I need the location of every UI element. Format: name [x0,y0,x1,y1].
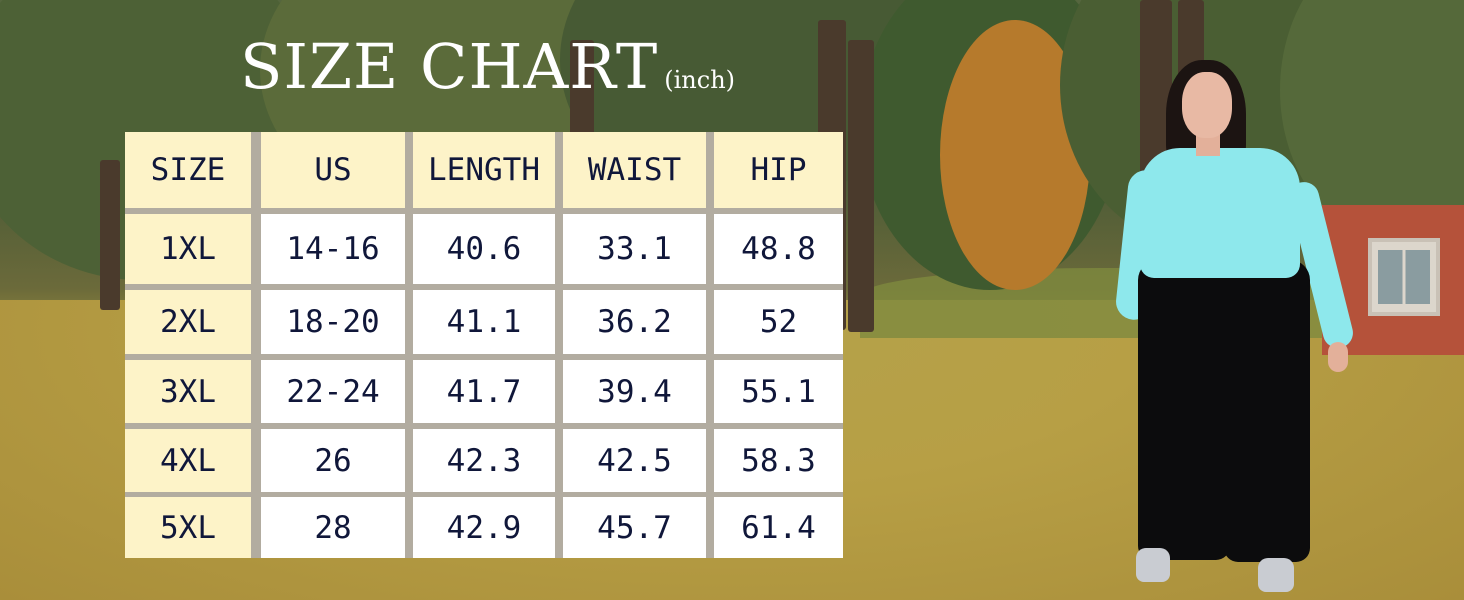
house-window [1368,238,1440,316]
header-hip: HIP [714,132,843,208]
cell-size: 1XL [125,214,251,284]
title-text: SIZE CHART [240,30,659,103]
cell-waist: 36.2 [563,290,706,354]
cell-length: 42.9 [413,497,555,558]
size-chart-title: SIZE CHART (inch) [240,30,735,103]
model-shoe [1258,558,1294,592]
cell-waist: 45.7 [563,497,706,558]
cell-us: 14-16 [261,214,405,284]
model-pants [1138,260,1230,560]
size-table: SIZE US LENGTH WAIST HIP 1XL 14-16 40.6 33.1 48.8… [125,132,843,558]
header-size: SIZE [125,132,251,208]
cell-length: 41.7 [413,360,555,423]
cell-size: 3XL [125,360,251,423]
cell-hip: 58.3 [714,429,843,492]
model-hand [1328,342,1348,372]
cell-length: 41.1 [413,290,555,354]
cell-hip: 52 [714,290,843,354]
cell-length: 42.3 [413,429,555,492]
cell-length: 40.6 [413,214,555,284]
cell-hip: 48.8 [714,214,843,284]
cell-us: 26 [261,429,405,492]
header-us: US [261,132,405,208]
cell-waist: 42.5 [563,429,706,492]
model-shoe [1136,548,1170,582]
cell-hip: 61.4 [714,497,843,558]
model-face [1182,72,1232,138]
cell-size: 2XL [125,290,251,354]
cell-us: 28 [261,497,405,558]
header-length: LENGTH [413,132,555,208]
cell-size: 4XL [125,429,251,492]
header-waist: WAIST [563,132,706,208]
tree-trunk [848,40,874,332]
model-photo [1110,60,1370,600]
title-unit: (inch) [664,66,736,94]
tree-trunk [100,160,120,310]
model-pants [1224,260,1310,562]
tree-trunk [570,40,594,140]
cell-hip: 55.1 [714,360,843,423]
model-shirt [1140,148,1300,278]
cell-waist: 33.1 [563,214,706,284]
cell-size: 5XL [125,497,251,558]
cell-us: 22-24 [261,360,405,423]
cell-waist: 39.4 [563,360,706,423]
cell-us: 18-20 [261,290,405,354]
